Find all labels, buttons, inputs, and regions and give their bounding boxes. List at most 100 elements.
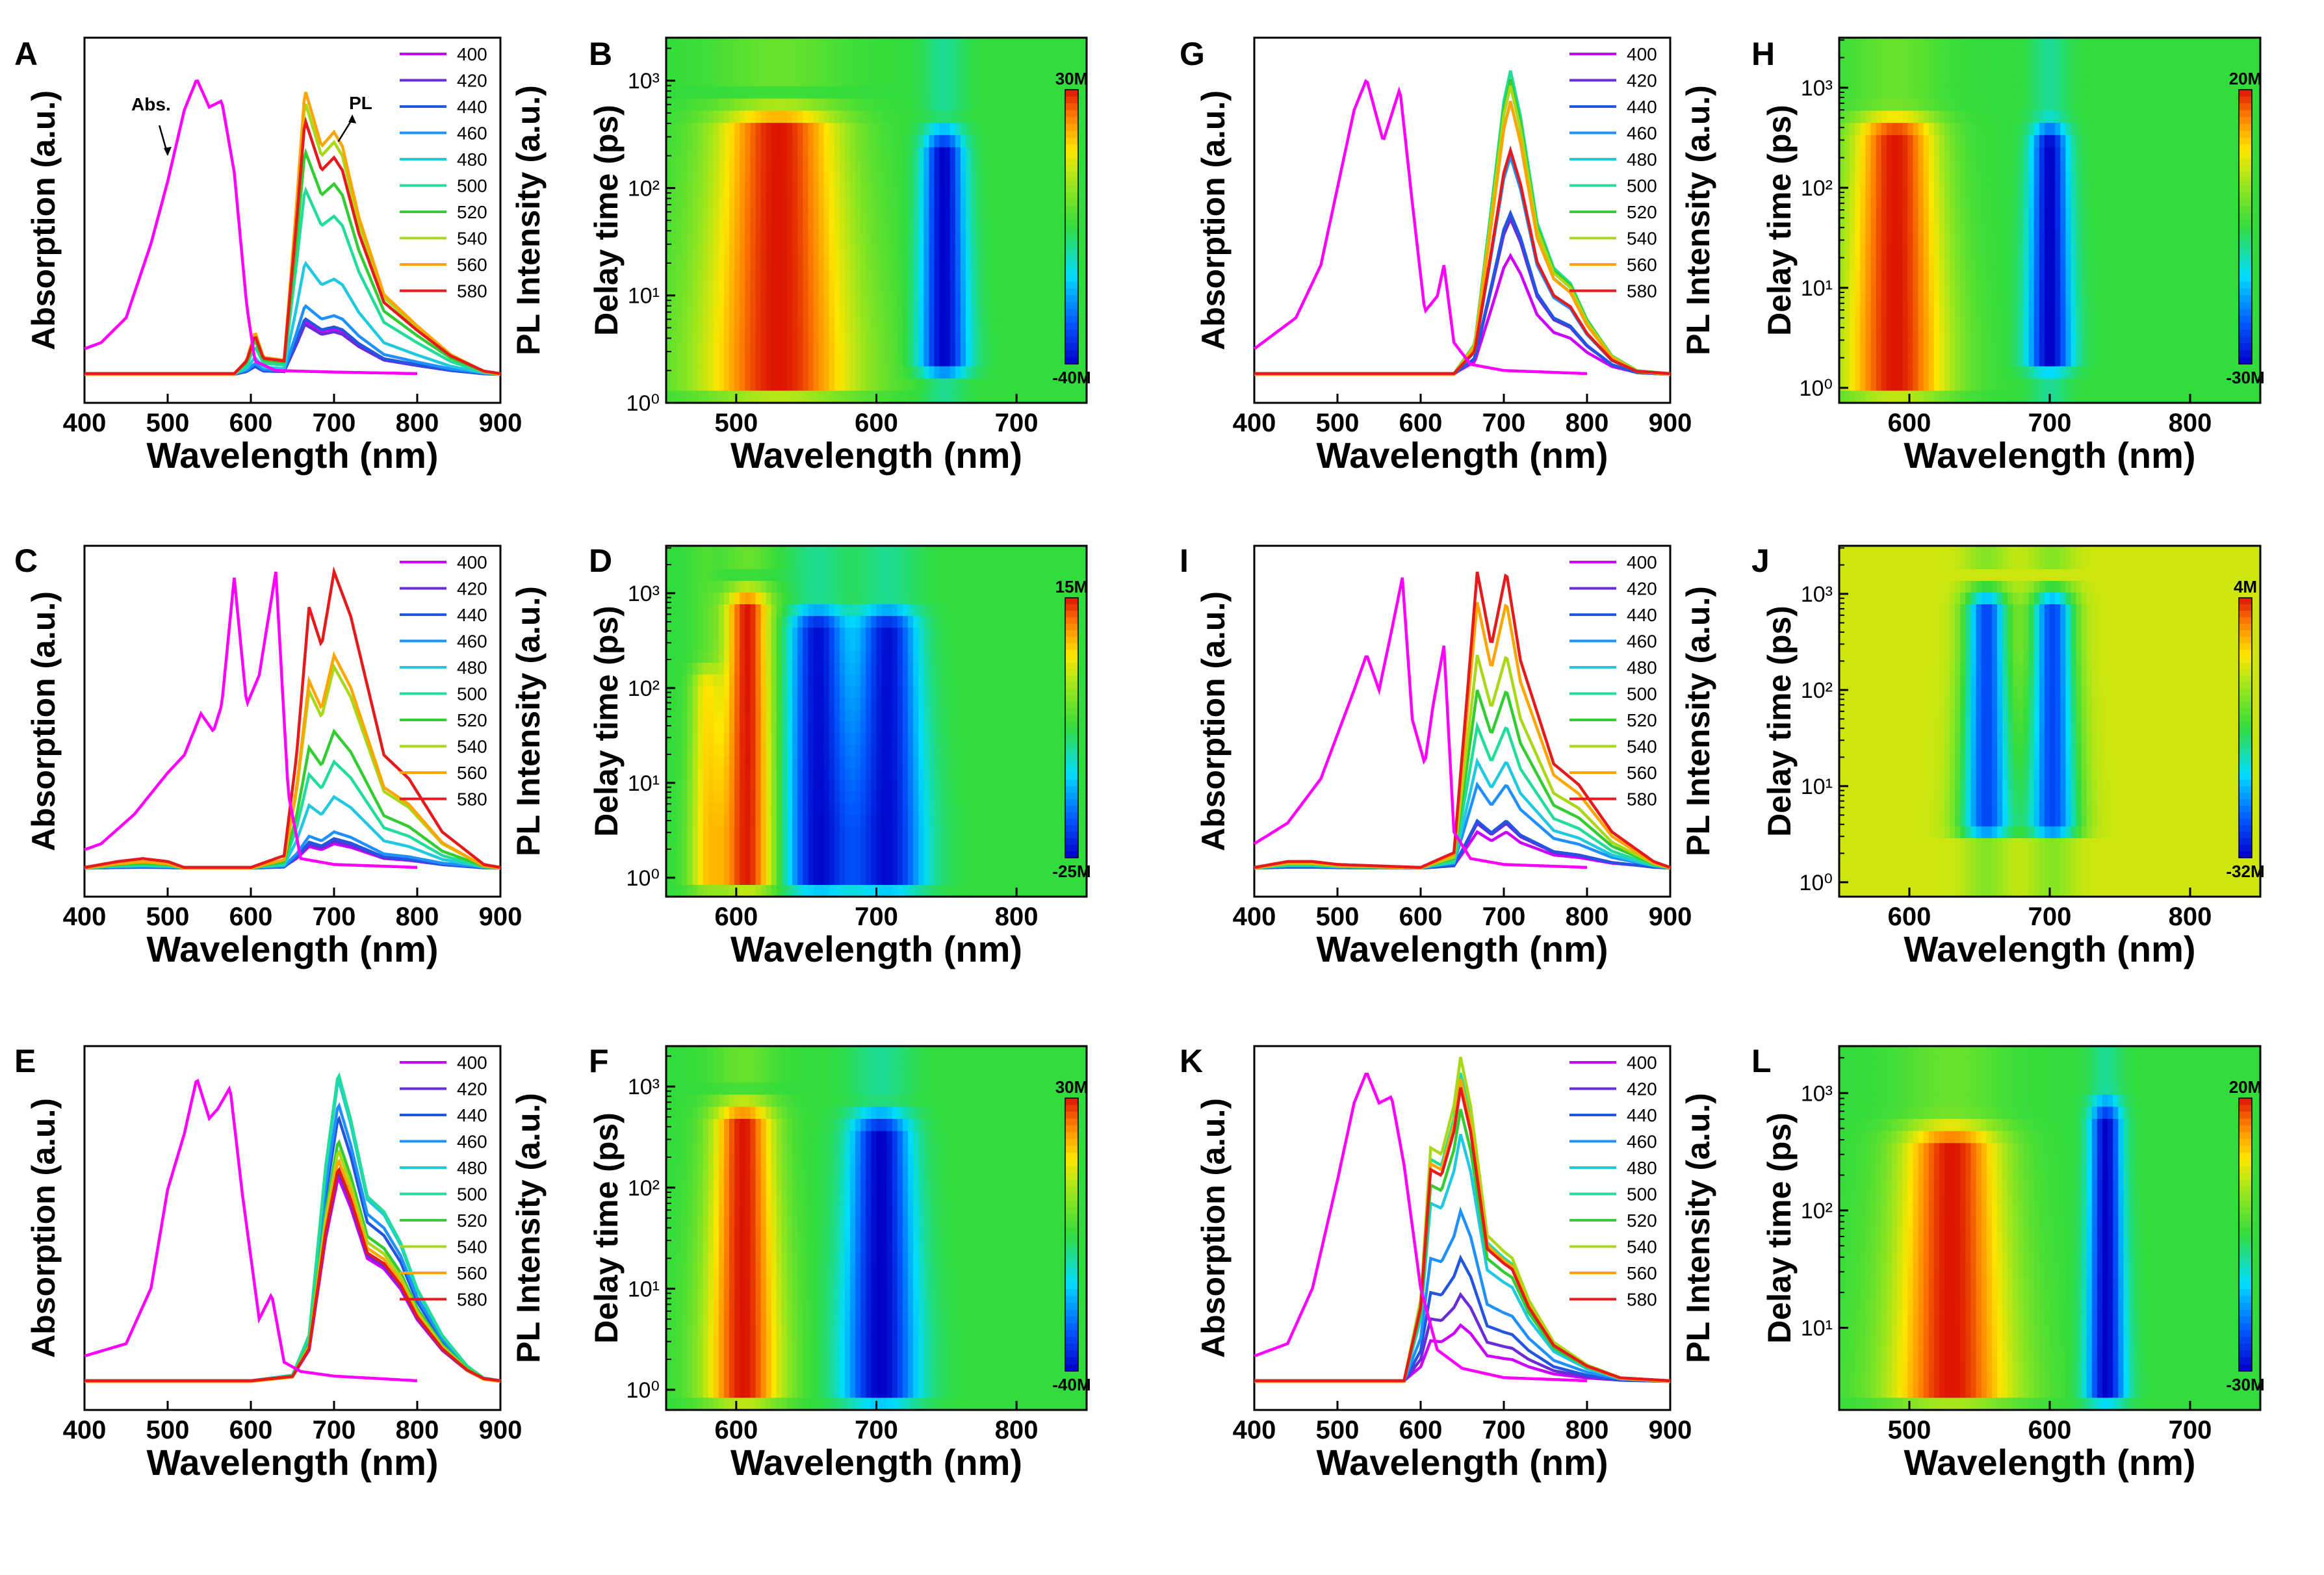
heatmap-cell	[687, 159, 693, 172]
heatmap-cell	[1013, 604, 1019, 617]
heatmap-cell	[819, 674, 825, 687]
heatmap-cell	[745, 581, 751, 593]
heatmap-cell	[981, 756, 987, 769]
heatmap-cell	[671, 628, 677, 640]
heatmap-cell	[950, 815, 956, 827]
heatmap-cell	[708, 791, 714, 804]
heatmap-cell	[714, 698, 719, 710]
heatmap-cell	[814, 862, 820, 874]
heatmap-cell	[677, 557, 682, 570]
heatmap-cell	[692, 885, 698, 897]
heatmap-cell	[845, 803, 851, 815]
heatmap-cell	[682, 826, 688, 839]
heatmap-cell	[998, 293, 1003, 306]
heatmap-cell	[913, 815, 919, 827]
heatmap-cell	[1008, 710, 1014, 722]
heatmap-cell	[935, 318, 940, 331]
heatmap-cell	[698, 74, 704, 87]
heatmap-cell	[766, 281, 772, 294]
heatmap-cell	[792, 686, 798, 698]
heatmap-cell	[887, 354, 893, 367]
heatmap-cell	[913, 281, 919, 294]
heatmap-cell	[866, 604, 872, 617]
heatmap-cell	[955, 196, 961, 209]
heatmap-cell	[961, 569, 966, 582]
heatmap-cell	[1018, 838, 1024, 851]
heatmap-cell	[871, 257, 877, 270]
heatmap-cell	[734, 159, 740, 172]
heatmap-cell	[987, 62, 992, 75]
heatmap-cell	[887, 768, 893, 780]
heatmap-cell	[1034, 147, 1040, 160]
heatmap-cell	[829, 733, 835, 745]
heatmap-cell	[692, 208, 698, 221]
heatmap-cell	[677, 815, 682, 827]
heatmap-cell	[824, 733, 830, 745]
heatmap-cell	[719, 862, 725, 874]
heatmap-cell	[750, 780, 756, 792]
heatmap-cell	[1008, 838, 1014, 851]
heatmap-cell	[877, 269, 883, 282]
heatmap-cell	[719, 99, 725, 112]
heatmap-cell	[929, 208, 935, 221]
heatmap-cell	[792, 581, 798, 593]
heatmap-cell	[687, 803, 693, 815]
heatmap-cell	[1018, 196, 1024, 209]
heatmap-cell	[756, 86, 762, 99]
heatmap-cell	[787, 220, 793, 233]
heatmap-cell	[913, 147, 919, 160]
heatmap-cell	[808, 245, 814, 258]
heatmap-cell	[935, 674, 940, 687]
heatmap-cell	[882, 135, 888, 148]
heatmap-cell	[782, 698, 788, 710]
heatmap-cell	[1044, 269, 1050, 282]
heatmap-cell	[677, 885, 682, 897]
heatmap-cell	[1008, 245, 1014, 258]
heatmap-cell	[1071, 391, 1077, 403]
heatmap-cell	[1050, 815, 1055, 827]
heatmap-cell	[945, 159, 951, 172]
heatmap-cell	[745, 366, 751, 379]
heatmap-cell	[981, 686, 987, 698]
heatmap-cell	[913, 581, 919, 593]
heatmap-cell	[855, 147, 861, 160]
heatmap-cell	[719, 616, 725, 628]
heatmap-cell	[892, 196, 898, 209]
heatmap-cell	[860, 257, 866, 270]
heatmap-cell	[729, 135, 735, 148]
heatmap-cell	[803, 196, 808, 209]
heatmap-cell	[740, 628, 745, 640]
heatmap-cell	[740, 50, 745, 63]
heatmap-cell	[797, 546, 803, 558]
heatmap-cell	[845, 99, 851, 112]
colorbar-segment	[1065, 227, 1078, 234]
heatmap-cell	[966, 257, 972, 270]
heatmap-cell	[782, 593, 788, 605]
heatmap-cell	[845, 391, 851, 403]
heatmap-cell	[998, 628, 1003, 640]
heatmap-cell	[855, 850, 861, 862]
heatmap-cell	[745, 791, 751, 804]
heatmap-cell	[1034, 257, 1040, 270]
heatmap-cell	[703, 803, 709, 815]
heatmap-cell	[1034, 38, 1040, 51]
heatmap-cell	[887, 342, 893, 355]
heatmap-cell	[961, 257, 966, 270]
heatmap-cell	[961, 172, 966, 185]
heatmap-cell	[908, 803, 914, 815]
heatmap-cell	[824, 342, 830, 355]
heatmap-cell	[824, 557, 830, 570]
x-axis-title: Wavelength (nm)	[146, 928, 438, 969]
heatmap-cell	[945, 123, 951, 136]
heatmap-cell	[855, 135, 861, 148]
heatmap-cell	[766, 674, 772, 687]
heatmap-cell	[929, 62, 935, 75]
heatmap-cell	[692, 257, 698, 270]
heatmap-cell	[903, 791, 909, 804]
heatmap-cell	[692, 123, 698, 136]
heatmap-cell	[719, 50, 725, 63]
heatmap-cell	[897, 318, 903, 331]
heatmap-cell	[766, 293, 772, 306]
heatmap-cell	[908, 123, 914, 136]
heatmap-cell	[887, 873, 893, 886]
